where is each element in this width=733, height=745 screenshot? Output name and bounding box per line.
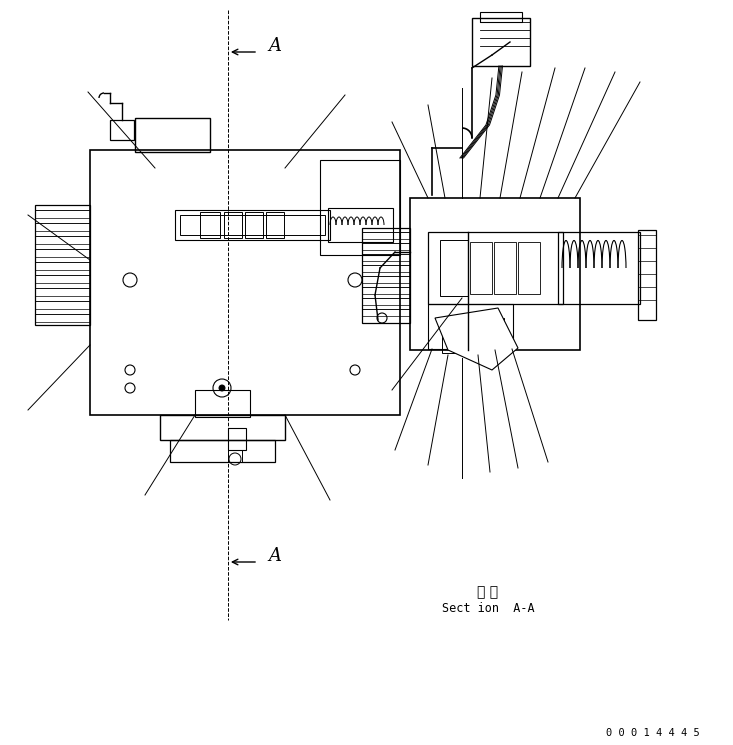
Bar bbox=[245, 212, 263, 238]
Bar bbox=[558, 232, 640, 304]
Bar bbox=[362, 232, 410, 239]
Bar bbox=[472, 18, 530, 66]
Text: Sect ion  A-A: Sect ion A-A bbox=[442, 601, 534, 615]
Bar bbox=[362, 276, 410, 283]
Bar bbox=[228, 450, 242, 462]
Text: 断 面: 断 面 bbox=[477, 585, 498, 599]
Bar bbox=[442, 318, 504, 353]
Bar bbox=[362, 265, 410, 272]
Bar bbox=[518, 242, 540, 294]
Bar bbox=[195, 390, 250, 417]
Bar bbox=[480, 12, 522, 22]
Bar bbox=[266, 212, 284, 238]
Bar bbox=[170, 440, 275, 462]
Bar bbox=[470, 242, 492, 294]
Bar bbox=[200, 212, 220, 238]
Bar bbox=[428, 304, 513, 349]
Bar bbox=[362, 309, 410, 316]
Bar bbox=[362, 287, 410, 294]
Bar bbox=[410, 198, 580, 350]
Bar bbox=[175, 210, 330, 240]
Bar bbox=[494, 242, 516, 294]
Circle shape bbox=[219, 385, 225, 391]
Bar bbox=[35, 262, 90, 270]
Bar bbox=[110, 120, 134, 140]
Bar bbox=[135, 118, 210, 152]
Bar bbox=[160, 415, 285, 440]
Bar bbox=[428, 232, 563, 304]
Bar bbox=[362, 243, 410, 250]
Bar bbox=[440, 240, 468, 296]
Bar bbox=[362, 228, 410, 323]
Text: 0 0 0 1 4 4 4 5: 0 0 0 1 4 4 4 5 bbox=[606, 728, 700, 738]
Bar bbox=[362, 298, 410, 305]
Bar bbox=[224, 212, 242, 238]
Bar bbox=[328, 208, 393, 242]
Bar bbox=[362, 254, 410, 261]
Bar bbox=[320, 160, 400, 255]
Bar bbox=[35, 288, 90, 296]
Bar bbox=[35, 205, 90, 325]
Bar bbox=[35, 314, 90, 322]
Bar bbox=[638, 230, 656, 320]
Bar bbox=[180, 215, 325, 235]
Text: A: A bbox=[268, 547, 281, 565]
Bar bbox=[228, 428, 246, 450]
Bar bbox=[35, 301, 90, 309]
Bar bbox=[90, 150, 400, 415]
Bar bbox=[35, 210, 90, 218]
Bar bbox=[35, 275, 90, 283]
Bar bbox=[35, 236, 90, 244]
Text: A: A bbox=[268, 37, 281, 55]
Bar bbox=[35, 249, 90, 257]
Bar bbox=[35, 223, 90, 231]
Polygon shape bbox=[435, 308, 518, 370]
